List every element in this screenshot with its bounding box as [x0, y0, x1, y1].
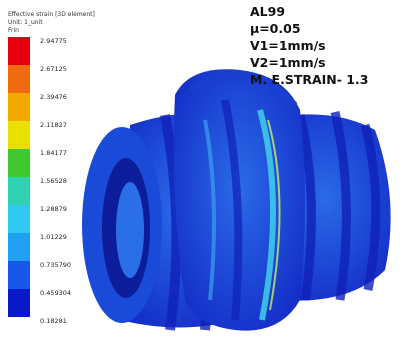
annotation-line: M. E.STRAIN- 1.3 — [250, 72, 368, 87]
annotation-line: AL99 — [250, 4, 285, 19]
legend-label: 2.94775 — [40, 37, 67, 45]
legend-label: 1.56528 — [40, 177, 67, 185]
fem-part — [82, 69, 391, 330]
color-bar — [8, 37, 30, 317]
legend-label: 1.01229 — [40, 233, 67, 241]
legend-label: 0.735790 — [40, 261, 71, 269]
annotation-line: V2=1mm/s — [250, 55, 326, 70]
legend-label: 0.18281 — [40, 317, 67, 325]
legend-label: 1.28879 — [40, 205, 67, 213]
legend-label: 1.84177 — [40, 149, 67, 157]
legend-label: 2.67125 — [40, 65, 67, 73]
legend-extra: Frin — [8, 27, 19, 34]
legend-title: Effective strain [3D element] — [8, 11, 95, 18]
legend-label: 2.39476 — [40, 93, 67, 101]
legend-label: 2.11827 — [40, 121, 67, 129]
legend-unit: Unit: 1_unit — [8, 19, 43, 26]
screenshot: Effective strain [3D element] Unit: 1_un… — [0, 0, 410, 349]
legend-label: 0.459304 — [40, 289, 71, 297]
annotation-line: V1=1mm/s — [250, 38, 326, 53]
annotation-line: μ=0.05 — [250, 21, 301, 36]
